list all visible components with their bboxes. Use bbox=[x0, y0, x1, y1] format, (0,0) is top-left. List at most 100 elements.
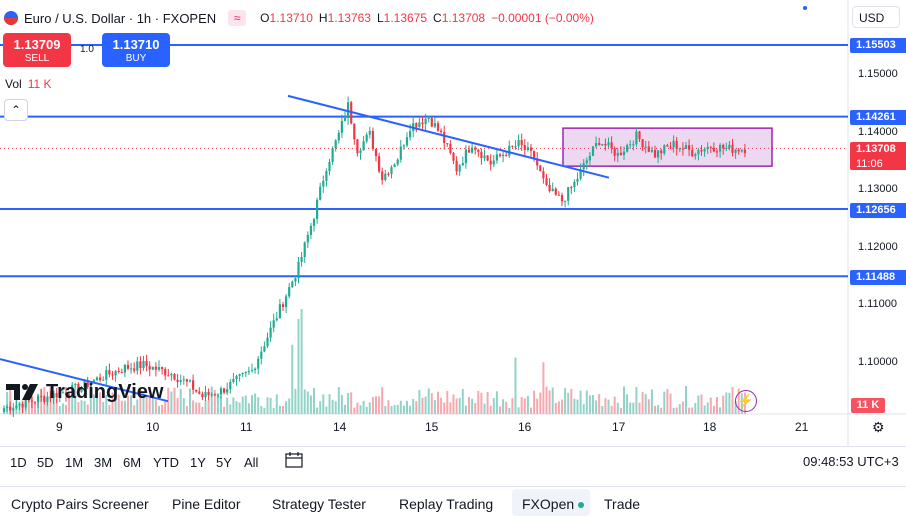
volume-bar bbox=[71, 395, 74, 414]
level-tag[interactable]: 1.12656 bbox=[850, 203, 906, 218]
timeframe-button[interactable]: 3M bbox=[94, 455, 113, 470]
volume-bar bbox=[703, 405, 706, 414]
price-tick: 1.10000 bbox=[858, 356, 898, 368]
level-tag[interactable]: 1.15503 bbox=[850, 38, 906, 53]
candle-body bbox=[347, 102, 350, 119]
volume-bar bbox=[257, 397, 260, 414]
volume-bar bbox=[288, 398, 291, 414]
volume-bar bbox=[685, 386, 687, 414]
candle-body bbox=[52, 393, 55, 399]
volume-bar bbox=[151, 394, 154, 414]
volume-bar bbox=[619, 407, 622, 414]
volume-bar bbox=[406, 400, 408, 414]
candle-body bbox=[700, 149, 703, 152]
level-tag[interactable]: 1.14261 bbox=[850, 110, 906, 125]
timeframe-button[interactable]: 1D bbox=[10, 455, 27, 470]
current-price: 1.13708 bbox=[856, 143, 896, 155]
candle-body bbox=[195, 389, 198, 392]
tab-replay-trading[interactable]: Replay Trading bbox=[399, 496, 494, 512]
currency-selector[interactable]: USD bbox=[852, 6, 900, 28]
volume-bar bbox=[536, 398, 539, 414]
candle-body bbox=[235, 375, 238, 380]
tab-trade[interactable]: Trade bbox=[604, 496, 641, 512]
timeframe-button[interactable]: 1M bbox=[65, 455, 84, 470]
volume-bar bbox=[725, 392, 728, 414]
volume-bar bbox=[247, 403, 250, 414]
volume-bar bbox=[213, 390, 216, 414]
volume-bar bbox=[27, 391, 30, 414]
utc-clock[interactable]: 09:48:53 UTC+3 bbox=[803, 454, 899, 469]
volume-bar bbox=[220, 396, 222, 414]
candle-body bbox=[334, 140, 337, 149]
buy-button[interactable]: 1.13710 BUY bbox=[102, 33, 170, 67]
candle-body bbox=[653, 149, 657, 158]
candle-body bbox=[55, 393, 58, 398]
candle-body bbox=[2, 408, 6, 412]
candle-body bbox=[381, 171, 384, 180]
tradingview-logo[interactable]: TradingView bbox=[6, 381, 163, 403]
candle-body bbox=[68, 394, 71, 396]
candle-body bbox=[480, 151, 483, 159]
price-chart[interactable] bbox=[0, 0, 906, 446]
tab-fxopen[interactable]: FXOpen bbox=[522, 496, 585, 512]
volume-bar bbox=[158, 406, 160, 414]
volume-bar bbox=[712, 405, 715, 414]
calendar-range-icon[interactable] bbox=[285, 452, 303, 468]
flash-icon[interactable]: ⚡ bbox=[735, 390, 757, 412]
candle-body bbox=[139, 361, 142, 369]
candle-body bbox=[266, 337, 269, 347]
timeframe-button[interactable]: YTD bbox=[153, 455, 179, 470]
symbol-title[interactable]: Euro / U.S. Dollar · 1h · FXOPEN bbox=[24, 10, 217, 26]
candle-body bbox=[49, 396, 52, 399]
level-tag[interactable]: 1.11488 bbox=[850, 270, 906, 285]
tab-crypto-pairs-screener[interactable]: Crypto Pairs Screener bbox=[11, 496, 149, 512]
candle-body bbox=[157, 366, 161, 370]
timeframe-button[interactable]: 6M bbox=[123, 455, 142, 470]
volume-bar bbox=[483, 403, 486, 414]
ohlc-high: H1.13763 bbox=[318, 11, 371, 25]
bar-countdown: 11:06 bbox=[856, 158, 883, 170]
tab-strategy-tester[interactable]: Strategy Tester bbox=[272, 496, 366, 512]
volume-bar bbox=[136, 399, 139, 414]
volume-bar bbox=[681, 401, 684, 414]
candle-body bbox=[164, 369, 167, 376]
timeframe-button[interactable]: 5Y bbox=[216, 455, 232, 470]
volume-bar bbox=[539, 392, 542, 414]
candle-body bbox=[312, 219, 316, 226]
candle-body bbox=[325, 171, 328, 181]
volume-bar bbox=[68, 392, 71, 414]
volume-bar bbox=[638, 402, 641, 414]
candle-body bbox=[405, 137, 409, 146]
volume-bar bbox=[371, 397, 374, 414]
ohlc-close: C1.13708 bbox=[433, 11, 486, 25]
candle-body bbox=[95, 377, 99, 381]
volume-bar bbox=[502, 399, 505, 414]
wave-icon[interactable]: ≈ bbox=[228, 10, 247, 26]
collapse-chevron-up-icon[interactable]: ⌃ bbox=[4, 99, 28, 121]
footer-panel-tabs: Crypto Pairs Screener Pine Editor Strate… bbox=[0, 486, 906, 516]
volume-bar bbox=[641, 392, 644, 414]
volume-bar bbox=[198, 402, 201, 414]
candle-body bbox=[536, 158, 539, 166]
candle-body bbox=[467, 149, 471, 153]
candle-body bbox=[601, 143, 604, 145]
volume-bar bbox=[278, 405, 281, 414]
candle-body bbox=[474, 147, 477, 150]
gear-icon[interactable]: ⚙ bbox=[872, 419, 885, 435]
candle-body bbox=[15, 405, 18, 409]
price-tick: 1.14000 bbox=[858, 126, 898, 138]
candle-body bbox=[396, 159, 399, 165]
volume-bar bbox=[709, 397, 712, 414]
buy-label: BUY bbox=[125, 53, 147, 64]
volume-bar bbox=[316, 407, 319, 414]
volume-bar bbox=[207, 400, 210, 414]
tab-pine-editor[interactable]: Pine Editor bbox=[172, 496, 241, 512]
candle-body bbox=[46, 396, 49, 402]
candle-body bbox=[21, 403, 24, 408]
timeframe-button[interactable]: 1Y bbox=[190, 455, 206, 470]
volume-bar bbox=[83, 400, 86, 414]
sell-button[interactable]: 1.13709 SELL bbox=[3, 33, 71, 67]
timeframe-button[interactable]: All bbox=[244, 455, 259, 470]
timeframe-button[interactable]: 5D bbox=[37, 455, 54, 470]
candle-body bbox=[613, 148, 616, 156]
